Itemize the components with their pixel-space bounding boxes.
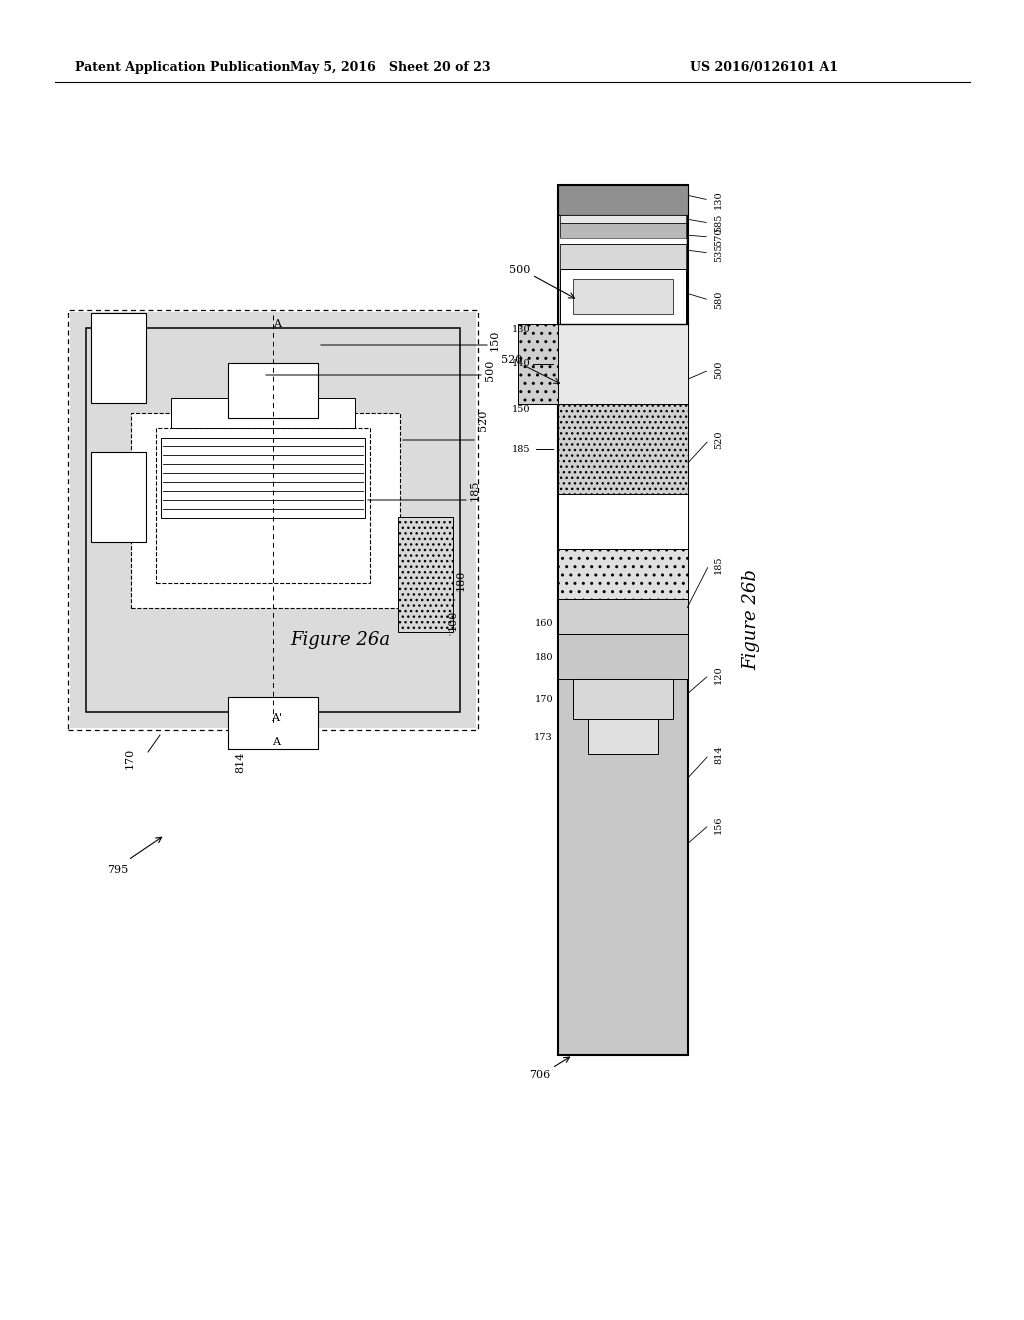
Bar: [558, 634, 688, 678]
Text: 500: 500: [485, 359, 495, 380]
Bar: [560, 215, 686, 223]
Bar: [558, 494, 688, 549]
Text: May 5, 2016   Sheet 20 of 23: May 5, 2016 Sheet 20 of 23: [290, 62, 490, 74]
Text: Patent Application Publication: Patent Application Publication: [75, 62, 291, 74]
Bar: [558, 404, 688, 494]
Text: 180: 180: [535, 652, 553, 661]
Text: 160: 160: [535, 619, 553, 628]
Bar: [573, 678, 673, 719]
Text: 150: 150: [512, 404, 530, 413]
Text: 170: 170: [125, 747, 135, 768]
Text: A: A: [273, 319, 281, 329]
Bar: [518, 323, 688, 404]
Bar: [228, 363, 318, 418]
Bar: [560, 244, 686, 269]
Text: 500: 500: [509, 265, 530, 275]
Text: A': A': [271, 713, 283, 723]
Bar: [558, 599, 688, 634]
Bar: [70, 312, 476, 729]
Text: 173: 173: [535, 733, 553, 742]
Bar: [150, 425, 377, 523]
Text: 580: 580: [714, 290, 723, 309]
Text: 814: 814: [234, 751, 245, 772]
Text: 500: 500: [714, 360, 723, 379]
Text: 130: 130: [714, 190, 723, 210]
Bar: [86, 327, 460, 711]
Text: 100: 100: [449, 610, 458, 631]
Text: 814: 814: [714, 746, 723, 764]
Bar: [560, 223, 686, 238]
Text: 140: 140: [511, 359, 530, 368]
Text: US 2016/0126101 A1: US 2016/0126101 A1: [690, 62, 838, 74]
Text: 156: 156: [714, 816, 723, 834]
Bar: [560, 269, 686, 323]
Text: 585: 585: [714, 214, 723, 232]
Text: Figure 26b: Figure 26b: [742, 569, 760, 671]
Text: 185: 185: [714, 556, 723, 574]
Bar: [161, 438, 365, 517]
Bar: [398, 517, 453, 632]
Text: 120: 120: [714, 665, 723, 684]
Bar: [560, 238, 686, 244]
Text: 570: 570: [714, 228, 723, 247]
Text: 706: 706: [528, 1071, 550, 1080]
Bar: [171, 399, 355, 428]
Bar: [518, 323, 558, 404]
Text: 520: 520: [714, 430, 723, 449]
Bar: [156, 428, 370, 583]
Bar: [558, 185, 688, 215]
Bar: [558, 185, 688, 1055]
Bar: [131, 413, 400, 609]
Bar: [68, 310, 478, 730]
Text: A: A: [272, 737, 280, 747]
Text: 185: 185: [512, 445, 530, 454]
Bar: [558, 549, 688, 599]
Text: 795: 795: [108, 865, 129, 875]
Text: 130: 130: [511, 325, 530, 334]
Text: 170: 170: [535, 694, 553, 704]
Text: 185: 185: [470, 479, 480, 500]
Bar: [91, 313, 146, 403]
Text: 520: 520: [478, 409, 488, 430]
Bar: [91, 451, 146, 543]
Text: 520: 520: [501, 355, 522, 366]
Text: 150: 150: [490, 329, 500, 351]
Text: Figure 26a: Figure 26a: [290, 631, 390, 649]
Bar: [588, 719, 658, 754]
Bar: [573, 279, 673, 314]
Text: 180: 180: [456, 569, 466, 590]
Bar: [228, 697, 318, 748]
Text: 535: 535: [714, 244, 723, 263]
